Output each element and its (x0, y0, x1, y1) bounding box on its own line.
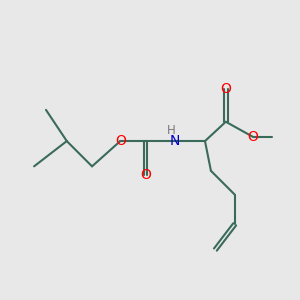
Text: O: O (220, 82, 231, 96)
Text: O: O (115, 134, 126, 148)
Text: O: O (140, 168, 151, 182)
Text: H: H (167, 124, 176, 137)
Text: O: O (247, 130, 258, 144)
Text: N: N (170, 134, 181, 148)
